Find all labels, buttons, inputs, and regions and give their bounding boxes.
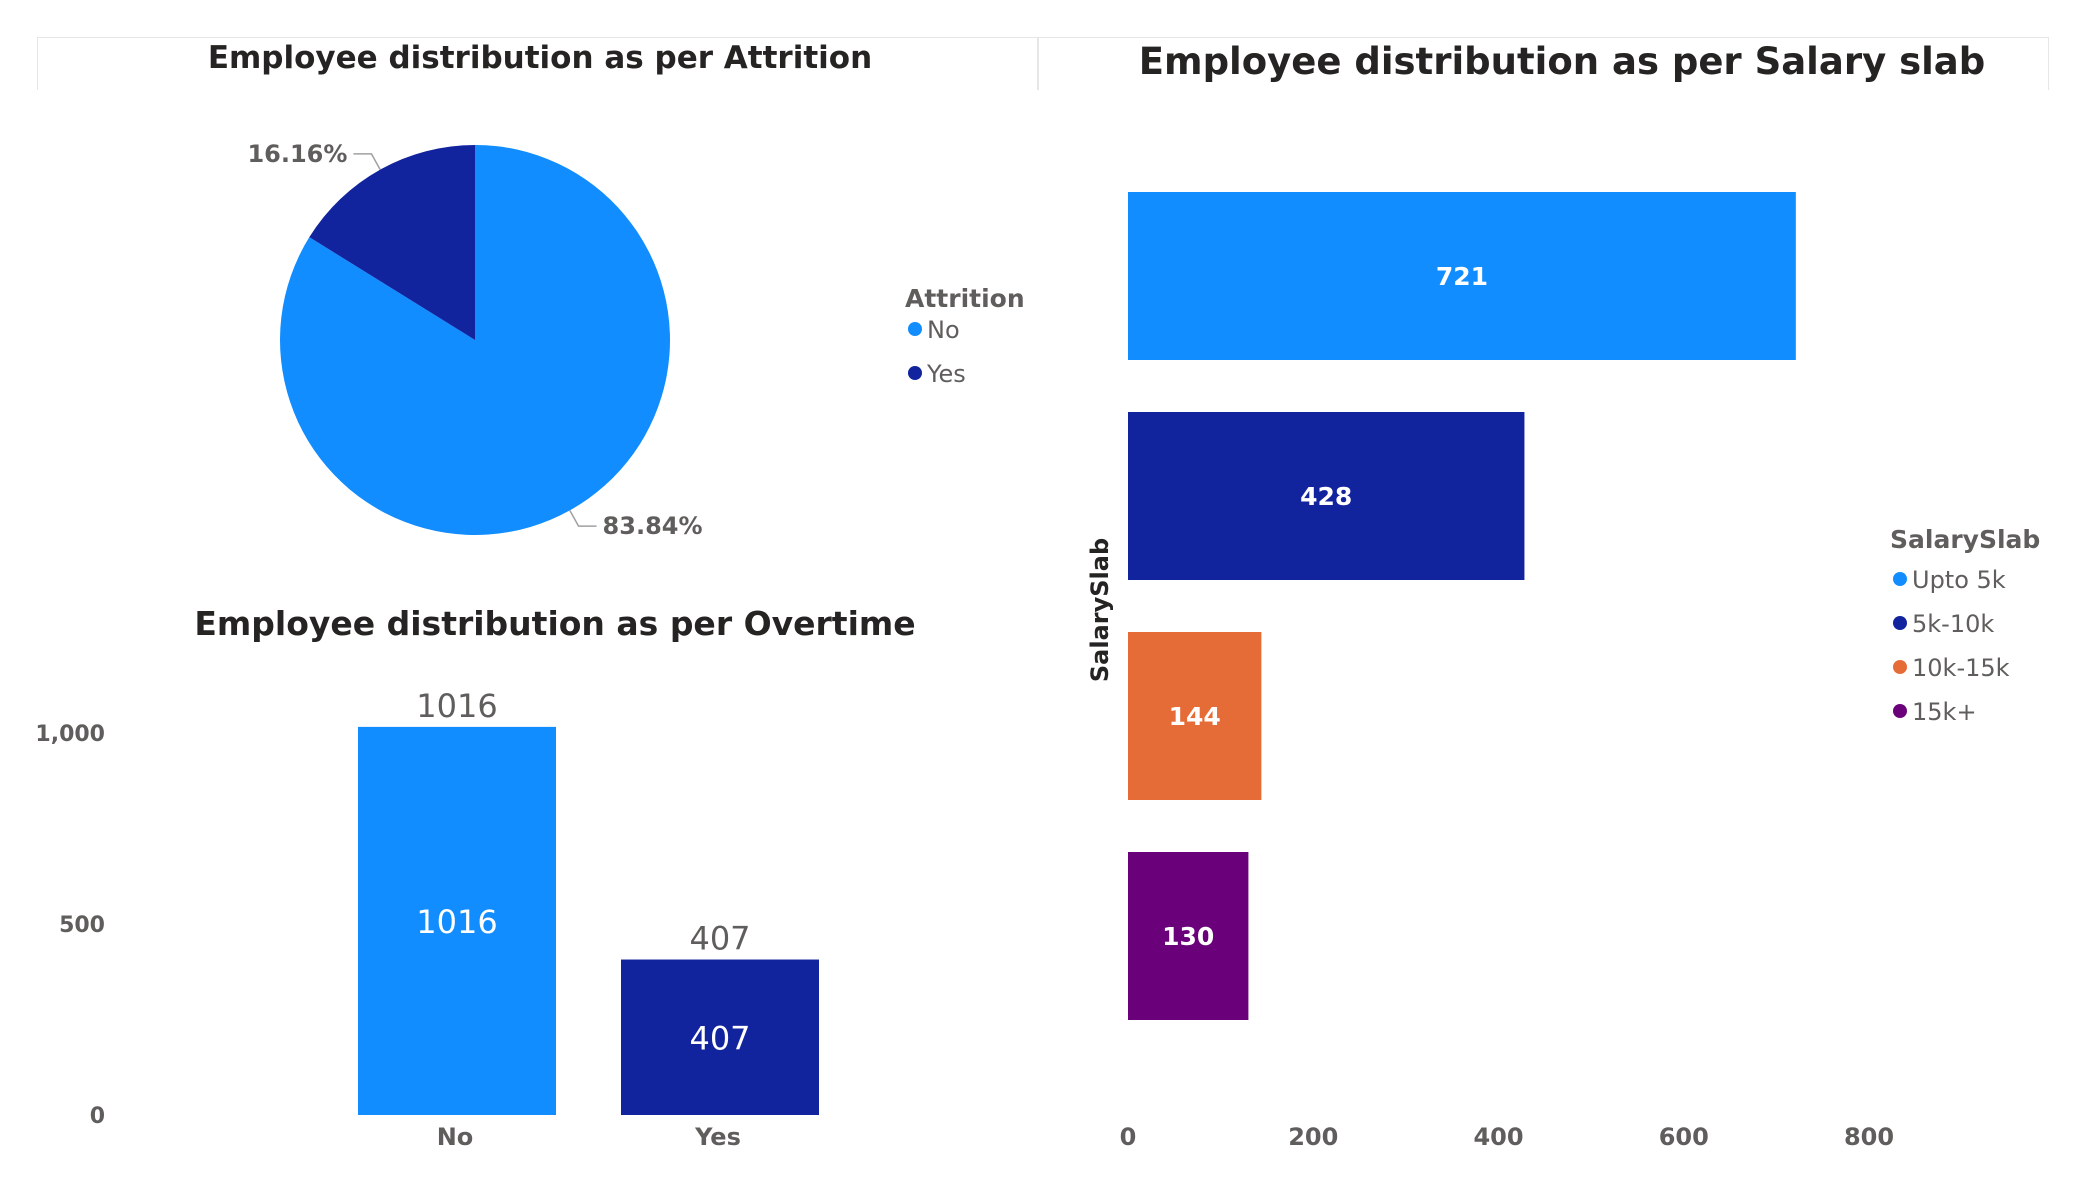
overtime-inside-label-no: 1016 [416, 903, 497, 941]
legend-label-yes[interactable]: Yes [926, 360, 966, 388]
attrition-legend-items: No Yes [908, 316, 966, 388]
salary-bar-10k-15k[interactable] [1128, 632, 1262, 800]
overtime-y-axis: 0 500 1,000 [35, 722, 105, 1129]
salary-legend-label-15k-[interactable]: 15k+ [1912, 698, 1977, 726]
salary-data-label-5k-10k: 428 [1300, 482, 1352, 511]
salary-chart-title: Employee distribution as per Salary slab [1139, 40, 1986, 83]
salary-legend-label-10k-15k[interactable]: 10k-15k [1912, 654, 2010, 682]
salary-bars: 721 428 144 130 [1128, 192, 1796, 1020]
salary-legend: SalarySlab Upto 5k 5k-10k 10k-15k 15k+ [1890, 525, 2040, 726]
salary-x-tick-label: 200 [1288, 1123, 1338, 1151]
overtime-inside-label-yes: 407 [689, 1019, 750, 1057]
salary-data-label-15k-: 130 [1162, 922, 1214, 951]
overtime-y-tick-label: 1,000 [35, 722, 105, 747]
overtime-outside-label-no: 1016 [416, 687, 497, 725]
overtime-bar-yes[interactable] [621, 959, 819, 1115]
overtime-chart-title: Employee distribution as per Overtime [194, 604, 915, 643]
overtime-x-tick-yes: Yes [694, 1123, 741, 1151]
salary-legend-marker-10k-15k [1893, 660, 1907, 674]
salary-x-tick-label: 600 [1659, 1123, 1709, 1151]
overtime-y-tick-label: 500 [59, 913, 105, 938]
top-frame-left [37, 37, 1039, 90]
salary-x-tick-label: 0 [1120, 1123, 1137, 1151]
salary-data-label-upto-5k: 721 [1436, 262, 1488, 291]
salary-legend-label-upto-5k[interactable]: Upto 5k [1912, 566, 2006, 594]
salary-x-tick-label: 800 [1844, 1123, 1894, 1151]
salary-legend-items: Upto 5k 5k-10k 10k-15k 15k+ [1893, 566, 2010, 726]
top-frame-right [1037, 37, 2049, 90]
salary-x-tick-label: 400 [1473, 1123, 1523, 1151]
pie-labels: 83.84% 16.16% [247, 140, 702, 540]
overtime-y-tick-label: 0 [90, 1104, 105, 1129]
overtime-bar-chart: Employee distribution as per Overtime 0 5… [35, 604, 915, 1151]
overtime-outside-label-yes: 407 [689, 920, 750, 958]
salary-bar-15k-[interactable] [1128, 852, 1249, 1020]
overtime-bar-no[interactable] [358, 726, 556, 1115]
pie-slices [280, 145, 670, 535]
salary-legend-marker-5k-10k [1893, 616, 1907, 630]
pie-slice-yes[interactable] [309, 145, 475, 340]
salary-slab-bar-chart: Employee distribution as per Salary slab… [1086, 40, 2040, 1151]
pie-leader-line-yes [353, 153, 381, 170]
legend-label-no[interactable]: No [927, 316, 960, 344]
salary-y-axis-label: SalarySlab [1086, 538, 1114, 682]
salary-bar-5k-10k[interactable] [1128, 412, 1525, 580]
overtime-bars: 1016 1016 407 407 [358, 687, 819, 1115]
salary-data-label-10k-15k: 144 [1169, 702, 1221, 731]
salary-x-axis: 0 200 400 600 800 [1120, 1123, 1894, 1151]
attrition-chart-title: Employee distribution as per Attrition [208, 40, 872, 76]
salary-legend-marker-upto-5k [1893, 572, 1907, 586]
salary-legend-title: SalarySlab [1890, 525, 2040, 554]
salary-legend-label-5k-10k[interactable]: 5k-10k [1912, 610, 1994, 638]
legend-marker-yes [908, 366, 922, 380]
pie-leader-line-no [569, 510, 597, 527]
pie-data-label-yes: 16.16% [247, 140, 347, 168]
overtime-x-tick-no: No [437, 1123, 474, 1151]
attrition-legend: Attrition No Yes [905, 284, 1025, 388]
attrition-pie-chart: Employee distribution as per Attrition 8… [208, 40, 1025, 540]
overtime-x-axis: No Yes [437, 1123, 741, 1151]
legend-marker-no [908, 322, 922, 336]
pie-data-label-no: 83.84% [603, 512, 703, 540]
attrition-legend-title: Attrition [905, 284, 1025, 313]
salary-legend-marker-15k- [1893, 704, 1907, 718]
salary-bar-upto-5k[interactable] [1128, 192, 1796, 360]
